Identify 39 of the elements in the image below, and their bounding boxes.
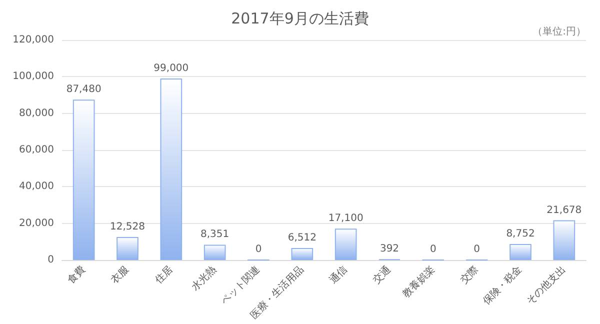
data-label: 392 bbox=[380, 244, 400, 255]
y-tick-label: 100,000 bbox=[12, 71, 54, 82]
text: （単位:円） bbox=[532, 26, 586, 38]
x-tick-label: 水光熱 bbox=[189, 263, 219, 294]
bar bbox=[291, 248, 314, 260]
data-label: 8,752 bbox=[506, 228, 535, 240]
x-tick-label: 通信 bbox=[327, 263, 350, 286]
bar bbox=[334, 228, 357, 260]
data-label: 17,100 bbox=[328, 213, 364, 224]
data-label: 6,512 bbox=[288, 232, 316, 244]
data-label: 87,480 bbox=[66, 84, 102, 96]
data-label: 0 bbox=[430, 244, 436, 255]
bar bbox=[204, 244, 226, 260]
data-label: 12,528 bbox=[110, 222, 145, 233]
x-tick-label: 保険・税金 bbox=[480, 263, 524, 308]
x-tick-label: 交通 bbox=[370, 263, 394, 286]
bar bbox=[116, 237, 138, 260]
x-tick-label: 住居 bbox=[153, 264, 176, 286]
x-tick-label: 衣服 bbox=[108, 263, 132, 286]
y-tick-label: 80,000 bbox=[19, 108, 54, 119]
data-label: 8,351 bbox=[200, 229, 230, 240]
bar bbox=[72, 100, 95, 260]
data-label: 0 bbox=[474, 244, 480, 255]
data-label: 99,000 bbox=[154, 63, 189, 74]
data-label: 21,678 bbox=[546, 204, 582, 216]
bar bbox=[510, 244, 532, 260]
y-tick-label: 40,000 bbox=[19, 181, 54, 192]
y-tick-label: 120,000 bbox=[12, 34, 54, 46]
chart-title: 2017年9月の生活費 bbox=[231, 10, 369, 28]
x-tick-label: その他支出 bbox=[524, 263, 568, 308]
data-label: 0 bbox=[255, 244, 262, 255]
x-tick-label: 交際 bbox=[458, 263, 481, 286]
x-tick-label: 教養娯楽 bbox=[400, 263, 438, 300]
y-tick-label: 20,000 bbox=[19, 218, 54, 229]
bar bbox=[553, 220, 576, 260]
y-tick-label: 60,000 bbox=[19, 144, 54, 156]
x-tick-label: 食費 bbox=[65, 263, 88, 286]
y-tick-label: 0 bbox=[48, 254, 54, 266]
bar bbox=[160, 78, 182, 260]
